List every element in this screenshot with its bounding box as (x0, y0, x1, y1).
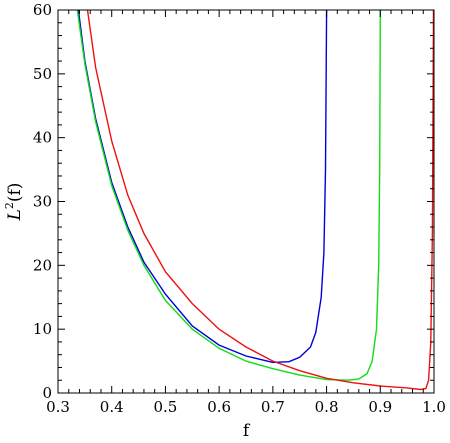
y-axis-title-suffix: (f) (5, 183, 25, 203)
y-tick-label: 40 (33, 129, 52, 147)
y-tick-label: 20 (33, 256, 52, 274)
axis-ticks: 0.3 0.4 0.5 0.6 0.7 0.8 0.9 1.0 0 10 20 30 40 50 60 (33, 1, 446, 416)
series-line-2 (76, 10, 381, 381)
y-tick-label: 30 (33, 193, 52, 211)
series-line-3 (86, 10, 434, 391)
x-tick-label: 1.0 (422, 398, 446, 416)
x-tick-label: 0.4 (100, 398, 124, 416)
x-tick-label: 0.6 (207, 398, 231, 416)
y-tick-label: 10 (33, 320, 52, 338)
y-tick-label: 50 (33, 65, 52, 83)
y-tick-label: 60 (33, 1, 52, 19)
y-axis-title-main: L (5, 209, 25, 221)
y-tick-label: 0 (42, 384, 52, 402)
x-axis-title: f (243, 421, 251, 441)
y-axis-title: L2(f) (3, 183, 25, 222)
x-tick-label: 0.3 (46, 398, 70, 416)
plot-frame (57, 9, 435, 394)
x-tick-label: 0.8 (315, 398, 339, 416)
series-line-1 (77, 10, 328, 364)
x-tick-label: 0.7 (261, 398, 285, 416)
x-tick-label: 0.5 (153, 398, 177, 416)
y-axis-title-superscript: 2 (3, 202, 16, 209)
x-tick-label: 0.9 (368, 398, 392, 416)
plot-lines (76, 10, 434, 391)
